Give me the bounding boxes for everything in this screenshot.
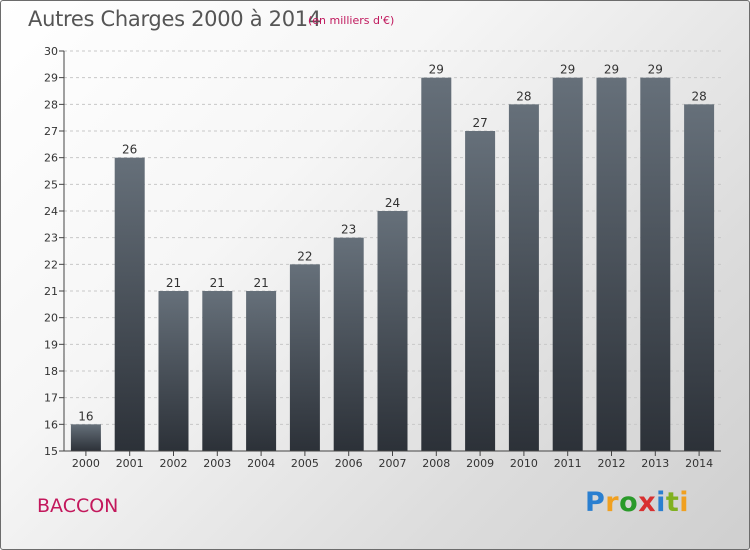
x-tick-label: 2011	[554, 457, 582, 470]
data-label: 27	[472, 116, 487, 130]
data-label: 29	[429, 63, 444, 77]
y-tick-label: 28	[44, 98, 58, 111]
y-tick-label: 16	[44, 418, 58, 431]
logo-letter: t	[666, 487, 679, 518]
data-label: 29	[604, 63, 619, 77]
x-tick-label: 2012	[598, 457, 626, 470]
bar-2008	[421, 78, 451, 451]
y-tick-label: 30	[44, 45, 58, 58]
logo-letter: r	[605, 487, 619, 518]
data-label: 23	[341, 223, 356, 237]
data-label: 29	[560, 63, 575, 77]
bar-2002	[159, 291, 189, 451]
x-tick-label: 2000	[72, 457, 100, 470]
y-tick-label: 27	[44, 125, 58, 138]
bar-2011	[553, 78, 583, 451]
x-tick-label: 2014	[685, 457, 713, 470]
data-label: 26	[122, 143, 137, 157]
data-label: 16	[78, 409, 93, 423]
bar-2007	[378, 211, 408, 451]
bar-2004	[246, 291, 276, 451]
y-tick-label: 18	[44, 365, 58, 378]
y-tick-label: 25	[44, 178, 58, 191]
y-tick-label: 29	[44, 72, 58, 85]
x-tick-label: 2004	[247, 457, 275, 470]
y-tick-label: 24	[44, 205, 58, 218]
y-tick-label: 23	[44, 232, 58, 245]
bar-2010	[509, 104, 539, 451]
data-label: 21	[253, 276, 268, 290]
data-label: 28	[516, 89, 531, 103]
x-tick-label: 2005	[291, 457, 319, 470]
bar-2003	[202, 291, 232, 451]
x-tick-label: 2008	[422, 457, 450, 470]
logo-letter: o	[619, 487, 638, 518]
x-tick-label: 2007	[379, 457, 407, 470]
bar-2006	[334, 238, 364, 451]
y-tick-label: 21	[44, 285, 58, 298]
commune-name: BACCON	[37, 495, 118, 517]
x-tick-label: 2003	[203, 457, 231, 470]
x-tick-label: 2006	[335, 457, 363, 470]
x-tick-label: 2002	[160, 457, 188, 470]
data-label: 29	[648, 63, 663, 77]
y-tick-label: 19	[44, 338, 58, 351]
y-tick-label: 20	[44, 312, 58, 325]
bar-2001	[115, 158, 145, 451]
y-tick-label: 17	[44, 392, 58, 405]
data-label: 21	[210, 276, 225, 290]
y-tick-label: 15	[44, 445, 58, 458]
data-label: 28	[691, 89, 706, 103]
x-tick-label: 2001	[116, 457, 144, 470]
data-label: 22	[297, 249, 312, 263]
bar-2005	[290, 264, 320, 451]
bar-2000	[71, 424, 101, 451]
x-tick-label: 2013	[641, 457, 669, 470]
bar-2009	[465, 131, 495, 451]
y-tick-label: 22	[44, 258, 58, 271]
bar-2013	[640, 78, 670, 451]
logo-letter: i	[679, 487, 689, 518]
logo-letter: P	[585, 487, 605, 518]
bar-2012	[597, 78, 627, 451]
data-label: 24	[385, 196, 400, 210]
logo-letter: i	[656, 487, 666, 518]
x-tick-label: 2009	[466, 457, 494, 470]
bar-2014	[684, 104, 714, 451]
data-label: 21	[166, 276, 181, 290]
x-tick-label: 2010	[510, 457, 538, 470]
logo-letter: x	[638, 487, 656, 518]
y-tick-label: 26	[44, 152, 58, 165]
proxiti-logo: Proxiti	[585, 487, 689, 518]
